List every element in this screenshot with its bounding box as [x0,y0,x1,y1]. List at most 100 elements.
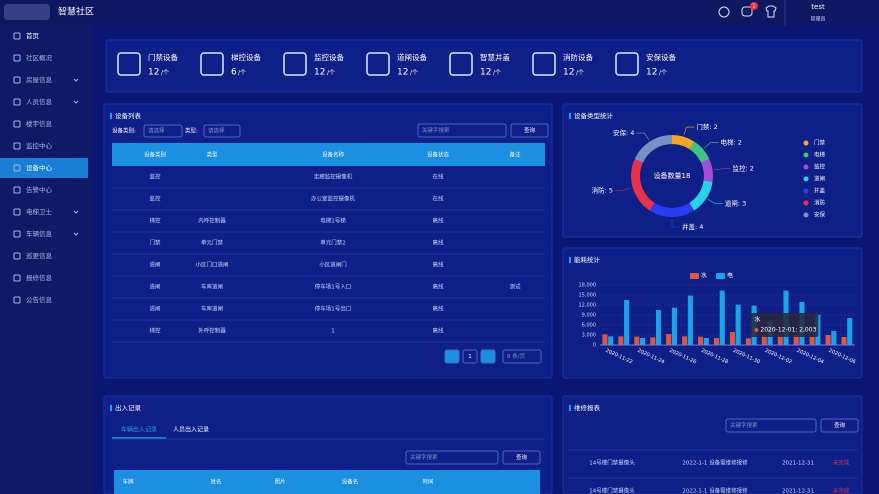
select-text[interactable]: 请选择 [148,127,165,135]
bar [634,336,640,345]
device-icon [200,52,224,76]
legend-swatch [690,273,699,279]
search-button-text[interactable]: 查询 [524,126,536,134]
device-icon [449,52,473,76]
bar [825,335,831,345]
menu-icon [13,296,21,304]
legend-label[interactable]: 水 [701,272,707,280]
legend-label[interactable]: 门禁 [814,139,826,147]
column-header: 设备名 [342,478,359,486]
active-menu-bg [0,158,88,178]
bar [713,338,720,345]
legend-dot [803,140,809,146]
panel [103,395,553,494]
legend-dot [803,152,809,158]
search-input-text[interactable]: 关键字搜索 [730,421,758,429]
page-number-text[interactable]: 1 [468,354,472,360]
menu-item[interactable]: 告警中心 [26,185,53,194]
search-input[interactable] [405,450,499,465]
device-unit: /个 [161,70,169,77]
filter-label: 类型: [185,127,198,135]
search-button[interactable] [820,418,859,433]
bar [809,336,815,345]
search-input-text[interactable]: 关键字搜索 [422,126,450,134]
page-next-text[interactable]: > [486,354,491,360]
table-cell: 离线 [432,283,444,291]
bar [703,338,709,345]
page-prev-text[interactable]: < [450,354,455,360]
page-size-text[interactable]: 8 条/页 [507,352,526,360]
table-cell: 车库道闸 [201,283,223,291]
column-header: 设备状态 [427,151,450,159]
legend-label[interactable]: 电 [727,272,733,280]
search-button-text[interactable]: 查询 [516,453,528,461]
menu-item[interactable]: 巡更信息 [26,251,53,260]
bar [682,336,688,345]
menu-icon [13,186,21,194]
menu-item[interactable]: 车辆信息 [26,229,53,238]
legend-label[interactable]: 道闸 [814,175,825,183]
tab[interactable]: 人员出入记录 [173,426,209,434]
select[interactable] [203,124,241,138]
table-cell: 梯控 [149,217,161,225]
page-number[interactable] [462,349,478,364]
column-header: 姓名 [210,478,221,486]
help-icon[interactable] [718,6,730,18]
table-cell: 单元门禁2 [320,239,346,247]
select-text[interactable]: 请选择 [208,127,225,135]
user-name[interactable]: test [811,3,825,11]
legend-label[interactable]: 监控 [814,163,826,171]
legend-label[interactable]: 井盖 [814,187,826,195]
menu-item[interactable]: 人员信息 [26,97,53,106]
menu-item[interactable]: 房屋信息 [26,75,53,84]
search-input[interactable] [417,123,507,138]
column-header: 照片 [274,478,285,486]
search-input-text[interactable]: 关键字搜索 [410,453,438,461]
select[interactable] [143,124,183,138]
bar [793,334,799,345]
device-count: 12 [314,68,325,78]
table-cell: 2021-12-31 [782,489,814,494]
y-tick-label: 18,000 [579,283,597,289]
bar [666,334,672,345]
page-next[interactable] [480,349,496,364]
donut-segment [672,135,695,150]
menu-item[interactable]: 公告信息 [26,295,53,304]
menu-item[interactable]: 首页 [26,31,40,40]
legend-label[interactable]: 安保 [814,211,826,219]
theme-icon[interactable] [765,5,777,18]
menu-item[interactable]: 社区概况 [26,53,53,62]
message-icon[interactable] [741,6,753,17]
search-button-text[interactable]: 查询 [834,421,846,429]
table-cell: 在线 [432,195,444,203]
donut-center-label: 设备数量18 [654,171,691,180]
table-cell: 离线 [432,261,444,269]
tab[interactable]: 车辆出入记录 [121,426,157,434]
menu-item[interactable]: 电梯卫士 [26,207,53,216]
table-header [114,470,540,494]
menu-item[interactable]: 报修信息 [26,273,53,282]
table-cell: 14号楼门禁摄像头 [589,487,635,494]
table-cell: 道闸 [149,283,160,291]
column-header: 类型 [206,151,218,159]
device-count: 6 [231,68,237,78]
donut-label: 道闸: 3 [725,199,746,208]
legend-label[interactable]: 消防 [814,199,826,207]
legend-label[interactable]: 电梯 [814,151,826,159]
legend-dot [803,164,809,170]
search-button[interactable] [502,450,541,465]
search-input[interactable] [725,418,817,433]
page-size[interactable] [502,349,542,364]
menu-item[interactable]: 设备中心 [26,163,53,172]
menu-item[interactable]: 监控中心 [26,141,53,150]
page-prev[interactable] [444,349,460,364]
bar [640,338,646,345]
panel-title: 设备列表 [115,111,142,120]
menu-item[interactable]: 楼宇信息 [26,119,53,128]
table-cell: 测试 [509,283,521,291]
donut-segment [689,180,713,211]
table-cell: 1 [331,329,335,335]
device-icon [283,52,307,76]
menu-icon [13,54,21,62]
search-button[interactable] [510,123,549,138]
